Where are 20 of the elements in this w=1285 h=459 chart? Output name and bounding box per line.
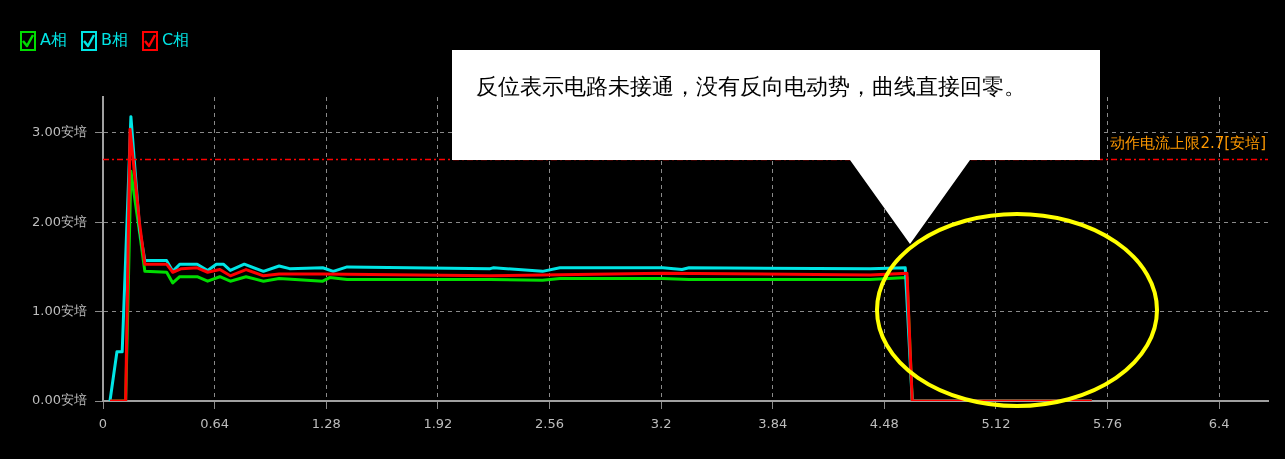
y-tick-label: 3.00安培 (32, 124, 87, 140)
y-tick-label: 0.00安培 (32, 392, 87, 408)
x-tick-label: 0 (98, 416, 108, 432)
x-tick-label: 1.28 (311, 416, 341, 432)
x-tick-label: 1.92 (423, 416, 453, 432)
x-tick-label: 5.12 (981, 416, 1011, 432)
x-tick-label: 0.64 (200, 416, 230, 432)
x-tick-label: 3.84 (758, 416, 788, 432)
legend-label: C相 (161, 30, 190, 51)
legend-label: B相 (100, 30, 128, 51)
x-tick-label: 2.56 (534, 416, 564, 432)
y-tick-label: 2.00安培 (32, 213, 87, 229)
y-tick-label: 1.00安培 (32, 302, 87, 318)
x-tick-label: 3.2 (650, 416, 672, 432)
annotation: 反位表示电路未接通，没有反向电动势，曲线直接回零。 (475, 73, 1027, 101)
x-tick-label: 6.4 (1208, 416, 1230, 432)
ref-line-label: 动作电流上限2.7[安培] (1110, 133, 1266, 152)
x-tick-label: 5.76 (1093, 416, 1123, 432)
x-tick-label: 4.48 (869, 416, 899, 432)
legend-label: A相 (40, 30, 67, 51)
